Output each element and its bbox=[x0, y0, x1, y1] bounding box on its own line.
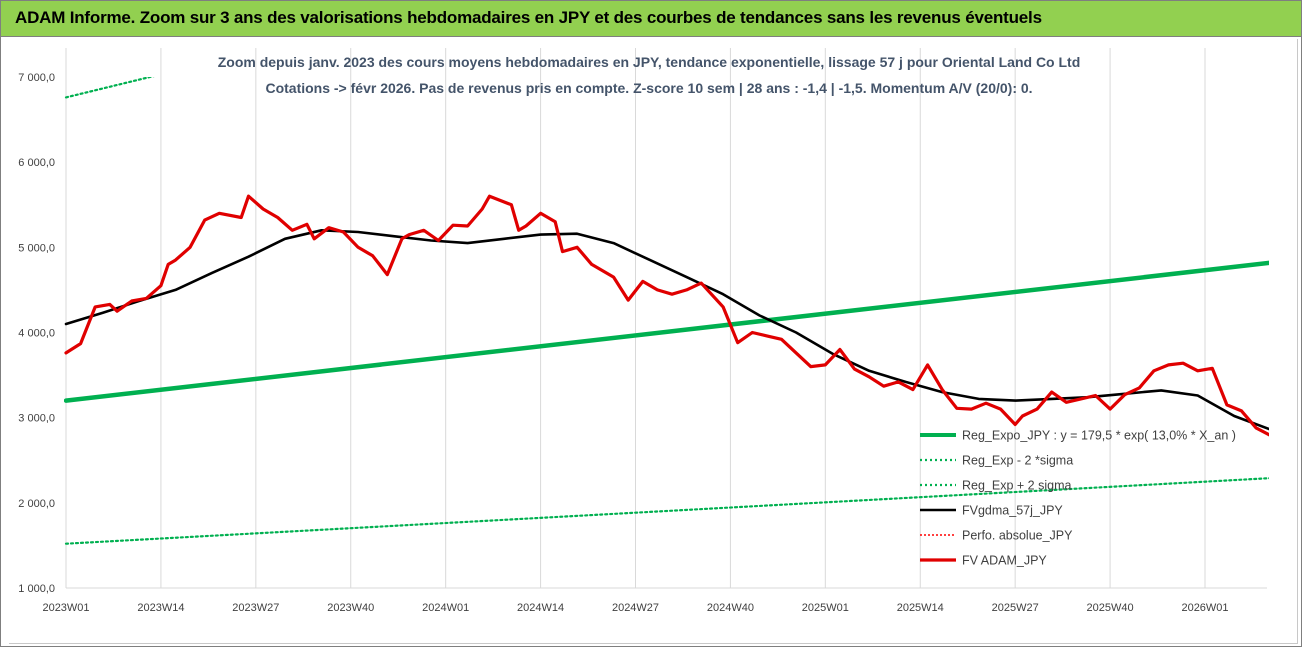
legend-label: FVgdma_57j_JPY bbox=[962, 504, 1063, 518]
chart-legend: Reg_Expo_JPY : y = 179,5 * exp( 13,0% * … bbox=[920, 429, 1236, 568]
x-tick-label: 2026W01 bbox=[1181, 602, 1228, 614]
x-tick-label: 2025W14 bbox=[897, 602, 944, 614]
legend-label: Perfo. absolue_JPY bbox=[962, 529, 1073, 543]
y-tick-label: 2 000,0 bbox=[18, 498, 55, 510]
x-tick-label: 2024W14 bbox=[517, 602, 564, 614]
x-tick-label: 2023W40 bbox=[327, 602, 374, 614]
y-tick-label: 6 000,0 bbox=[18, 157, 55, 169]
series-line-5 bbox=[64, 194, 1269, 437]
y-tick-label: 7 000,0 bbox=[18, 72, 55, 84]
report-title: ADAM Informe. Zoom sur 3 ans des valoris… bbox=[15, 8, 1042, 27]
legend-label: Reg_Exp - 2 *sigma bbox=[962, 454, 1073, 468]
grid-lines bbox=[65, 48, 1267, 589]
x-tick-label: 2024W27 bbox=[612, 602, 659, 614]
y-tick-label: 3 000,0 bbox=[18, 413, 55, 425]
y-tick-label: 4 000,0 bbox=[18, 328, 55, 340]
x-tick-label: 2025W40 bbox=[1087, 602, 1134, 614]
report-banner: ADAM Informe. Zoom sur 3 ans des valoris… bbox=[1, 1, 1301, 37]
x-tick-label: 2024W01 bbox=[422, 602, 469, 614]
x-tick-label: 2023W14 bbox=[137, 602, 184, 614]
y-axis-tick-labels: 1 000,0 2 000,0 3 000,0 4 000,0 5 000,0 6 000… bbox=[18, 72, 55, 595]
y-tick-label: 5 000,0 bbox=[18, 242, 55, 254]
chart-title: Zoom depuis janv. 2023 des cours moyens … bbox=[218, 54, 1081, 70]
x-tick-label: 2025W27 bbox=[992, 602, 1039, 614]
x-tick-label: 2023W01 bbox=[42, 602, 89, 614]
chart-subtitle: Cotations -> févr 2026. Pas de revenus p… bbox=[265, 80, 1032, 96]
x-tick-label: 2023W27 bbox=[232, 602, 279, 614]
legend-label: FV ADAM_JPY bbox=[962, 554, 1047, 568]
series-line-1 bbox=[64, 477, 1269, 545]
legend-label: Reg_Expo_JPY : y = 179,5 * exp( 13,0% * … bbox=[962, 429, 1236, 443]
legend-label: Reg_Exp + 2 sigma bbox=[962, 479, 1071, 493]
series-line-0 bbox=[64, 260, 1269, 403]
x-tick-label: 2024W40 bbox=[707, 602, 754, 614]
y-tick-label: 1 000,0 bbox=[18, 583, 55, 595]
x-tick-label: 2025W01 bbox=[802, 602, 849, 614]
series-line-3 bbox=[64, 229, 1269, 431]
x-axis-tick-labels: 2023W01 2023W14 2023W27 2023W40 2024W01 2024W… bbox=[42, 602, 1228, 614]
plot-area-border bbox=[9, 39, 1298, 644]
series-lines bbox=[64, 77, 1269, 545]
